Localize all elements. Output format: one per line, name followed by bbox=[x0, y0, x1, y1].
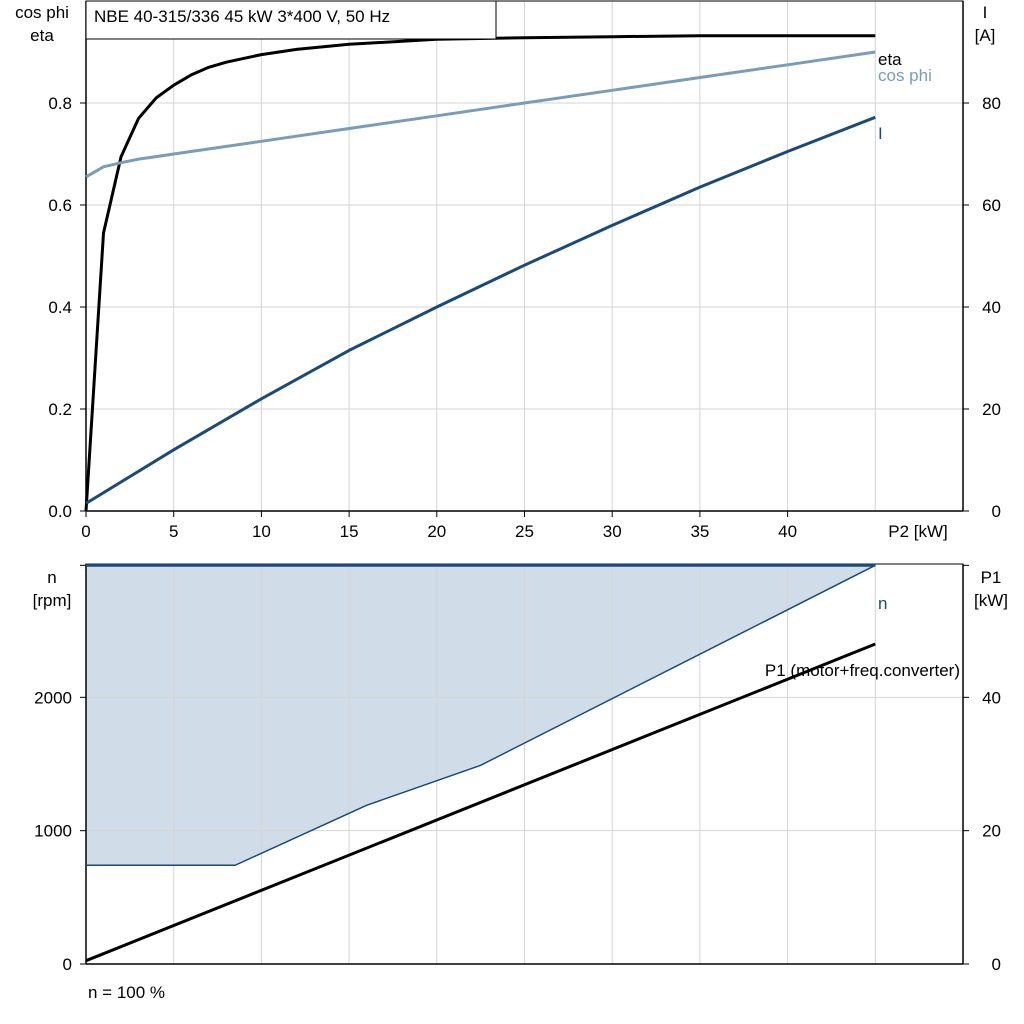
bottom-ticks: 0 1000 2000 0 20 40 bbox=[34, 564, 1001, 974]
x-tick-label: 20 bbox=[427, 522, 446, 541]
bottom-left-axis-label-line1: n bbox=[47, 568, 56, 587]
left-y-tick-label: 0.8 bbox=[48, 94, 72, 113]
series-line-i bbox=[85, 115, 876, 505]
speed-range-area bbox=[86, 565, 876, 866]
bottom-right-y-tick-label: 20 bbox=[982, 822, 1001, 841]
right-y-tick-label: 0 bbox=[992, 502, 1001, 521]
left-y-tick-label: 0.0 bbox=[48, 502, 72, 521]
x-tick-label: 0 bbox=[81, 522, 90, 541]
top-grid bbox=[86, 1, 964, 511]
bottom-right-axis-label-line1: P1 bbox=[981, 568, 1002, 587]
legend-label-speed: n bbox=[878, 594, 887, 613]
legend-label-cos-phi: cos phi bbox=[878, 66, 932, 85]
x-tick-label: 5 bbox=[169, 522, 178, 541]
x-tick-label: 40 bbox=[778, 522, 797, 541]
top-ticks: 0 5 10 15 20 25 30 35 40 0.0 0.2 0.4 0.6 0.8 0 20 40 60 80 bbox=[48, 94, 1001, 541]
x-tick-label: 10 bbox=[252, 522, 271, 541]
legend-label-p1: P1 (motor+freq.converter) bbox=[765, 661, 960, 680]
left-y-tick-label: 0.4 bbox=[48, 298, 72, 317]
chart-title: NBE 40-315/336 45 kW 3*400 V, 50 Hz bbox=[94, 7, 390, 26]
x-tick-label: 15 bbox=[340, 522, 359, 541]
left-axis-label-line1: cos phi bbox=[15, 3, 69, 22]
bottom-series bbox=[85, 563, 876, 963]
right-y-tick-label: 40 bbox=[982, 298, 1001, 317]
legend-label-current: I bbox=[878, 124, 883, 143]
x-tick-label: 30 bbox=[603, 522, 622, 541]
bottom-left-y-tick-label: 1000 bbox=[34, 822, 72, 841]
right-axis-label-line1: I bbox=[983, 3, 988, 22]
top-series bbox=[84, 34, 876, 512]
left-y-tick-label: 0.6 bbox=[48, 196, 72, 215]
bottom-left-y-tick-label: 0 bbox=[63, 955, 72, 974]
series-line-eta bbox=[84, 34, 876, 512]
legend-label-eta: eta bbox=[878, 50, 902, 69]
bottom-left-y-tick-label: 2000 bbox=[34, 688, 72, 707]
x-tick-label: 25 bbox=[515, 522, 534, 541]
bottom-grid bbox=[86, 564, 964, 964]
bottom-right-axis-label-line2: [kW] bbox=[974, 591, 1008, 610]
top-panel: 0 5 10 15 20 25 30 35 40 0.0 0.2 0.4 0.6 0.8 0 20 40 60 80… bbox=[15, 0, 1001, 541]
speed-min-boundary-line bbox=[86, 564, 876, 867]
speed-range-fill bbox=[86, 565, 876, 866]
series-line-cos-phi bbox=[85, 50, 876, 179]
bottom-panel: 0 1000 2000 0 20 40 n [rpm] P1 [kW] n P1 (mot… bbox=[33, 563, 1008, 1002]
left-axis-label-line2: eta bbox=[30, 26, 54, 45]
left-y-tick-label: 0.2 bbox=[48, 400, 72, 419]
x-tick-label: 35 bbox=[690, 522, 709, 541]
bottom-left-axis-label-line2: [rpm] bbox=[33, 591, 72, 610]
series-line-p1 bbox=[85, 642, 876, 963]
right-y-tick-label: 20 bbox=[982, 400, 1001, 419]
bottom-right-y-tick-label: 40 bbox=[982, 688, 1001, 707]
right-axis-label-line2: [A] bbox=[975, 26, 996, 45]
footer-note: n = 100 % bbox=[88, 983, 165, 1002]
right-y-tick-label: 80 bbox=[982, 94, 1001, 113]
bottom-right-y-tick-label: 0 bbox=[992, 955, 1001, 974]
chart-title-box bbox=[85, 0, 497, 40]
x-axis-label: P2 [kW] bbox=[888, 522, 948, 541]
right-y-tick-label: 60 bbox=[982, 196, 1001, 215]
